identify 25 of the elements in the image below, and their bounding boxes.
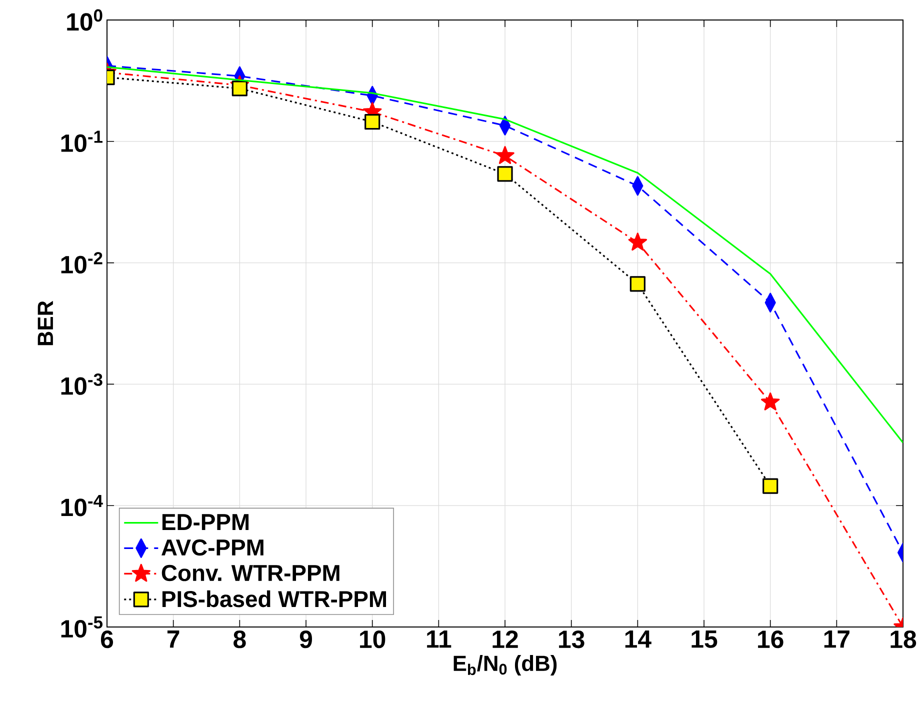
x-tick-label: 7 (167, 630, 180, 648)
x-tick-label: 16 (758, 630, 784, 648)
y-tick-label: 10$^{-3}$ (61, 374, 102, 395)
x-tick-label: 9 (300, 630, 312, 648)
x-tick-label: 10 (360, 630, 386, 648)
legend-label: Conv. WTR-PPM (162, 564, 340, 582)
y-tick-label: 10$^{-5}$ (61, 616, 102, 638)
x-axis-title: E$_{b}$/N$_{0}$ (dB) (454, 655, 557, 676)
legend-label: ED-PPM (162, 514, 249, 530)
legend-label: PIS-based WTR-PPM (162, 590, 386, 608)
x-tick-label: 15 (692, 630, 718, 648)
y-axis-title: BER (38, 300, 53, 346)
x-tick-label: 14 (625, 630, 652, 648)
y-tick-label: 10$^{-2}$ (61, 252, 102, 274)
x-tick-label: 8 (234, 630, 246, 648)
x-tick-label: 6 (100, 630, 114, 648)
x-tick-label: 11 (427, 630, 452, 648)
legend-label: AVC-PPM (162, 539, 264, 556)
y-tick-label: 10$^{-4}$ (61, 494, 103, 516)
y-tick-label: 10$^{0}$ (67, 9, 102, 31)
x-tick-label: 12 (492, 630, 518, 648)
x-tick-label: 17 (824, 630, 850, 648)
x-tick-label: 13 (559, 630, 584, 648)
y-tick-label: 10$^{-1}$ (61, 130, 102, 152)
x-tick-label: 18 (890, 630, 916, 648)
